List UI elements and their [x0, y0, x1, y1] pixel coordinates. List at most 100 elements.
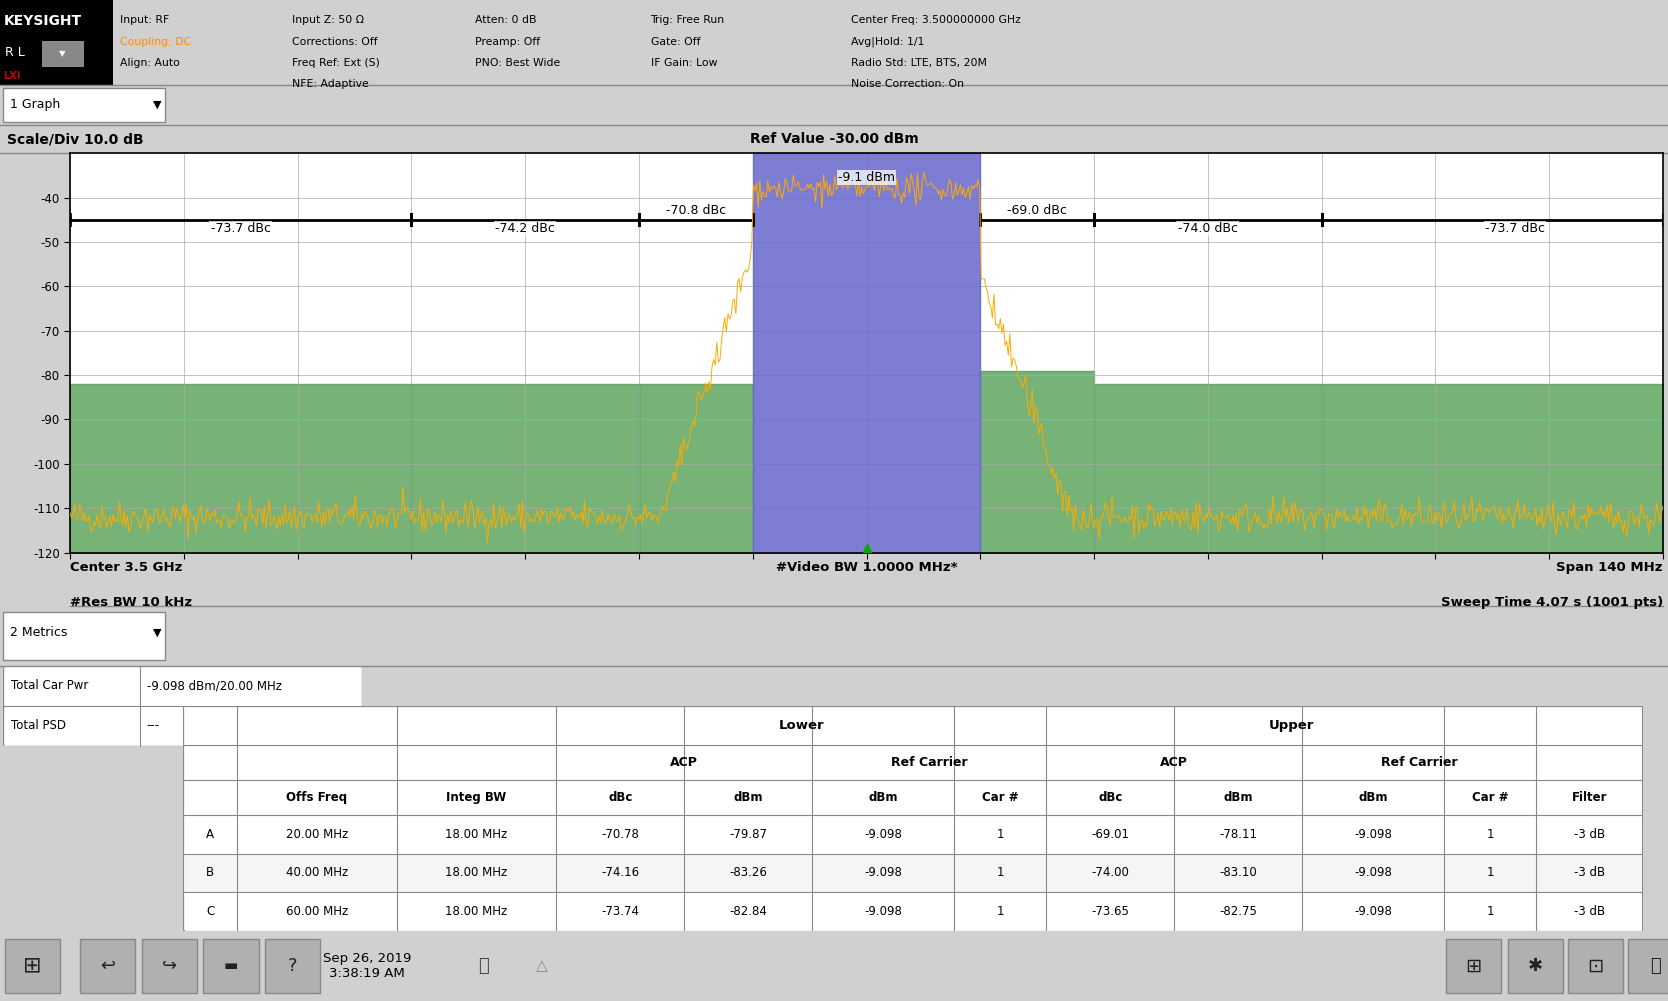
Text: 1: 1 [1486, 867, 1495, 880]
Text: Car #: Car # [1473, 791, 1508, 804]
Text: 18.00 MHz: 18.00 MHz [445, 828, 507, 841]
Text: B: B [207, 867, 214, 880]
Bar [80, 939, 135, 993]
Text: Center Freq: 3.500000000 GHz: Center Freq: 3.500000000 GHz [851, 15, 1021, 25]
Text: 18.00 MHz: 18.00 MHz [445, 905, 507, 918]
Text: NFE: Adaptive: NFE: Adaptive [292, 79, 369, 89]
Text: ⤡: ⤡ [1650, 957, 1661, 975]
Text: Gate: Off: Gate: Off [651, 37, 701, 47]
Text: 1: 1 [996, 867, 1004, 880]
Text: Filter: Filter [1571, 791, 1608, 804]
Text: IF Gain: Low: IF Gain: Low [651, 58, 717, 68]
Text: ?: ? [289, 957, 297, 975]
Text: -9.098 dBm/20.00 MHz: -9.098 dBm/20.00 MHz [147, 680, 282, 692]
Bar [185, 815, 1641, 854]
Text: 2 Metrics: 2 Metrics [10, 627, 67, 639]
Text: ---: --- [147, 720, 160, 732]
Text: -3 dB: -3 dB [1575, 867, 1605, 880]
Text: -9.098: -9.098 [1354, 905, 1393, 918]
Text: dBm: dBm [734, 791, 762, 804]
Text: ⊞: ⊞ [23, 956, 42, 976]
Text: -74.16: -74.16 [600, 867, 639, 880]
Text: Corrections: Off: Corrections: Off [292, 37, 377, 47]
Text: ACP: ACP [1161, 756, 1188, 769]
Bar [203, 939, 259, 993]
Bar [142, 939, 197, 993]
Text: Center 3.5 GHz: Center 3.5 GHz [70, 561, 182, 574]
Text: △: △ [535, 959, 549, 973]
Text: ↪: ↪ [162, 957, 177, 975]
Text: -83.26: -83.26 [729, 867, 767, 880]
Text: dBm: dBm [1358, 791, 1388, 804]
Text: PNO: Best Wide: PNO: Best Wide [475, 58, 560, 68]
Text: Radio Std: LTE, BTS, 20M: Radio Std: LTE, BTS, 20M [851, 58, 987, 68]
Text: 40.00 MHz: 40.00 MHz [285, 867, 347, 880]
Text: -3 dB: -3 dB [1575, 905, 1605, 918]
Bar [1446, 939, 1501, 993]
Text: Preamp: Off: Preamp: Off [475, 37, 540, 47]
Text: LXI: LXI [3, 71, 20, 81]
Text: Sweep Time 4.07 s (1001 pts): Sweep Time 4.07 s (1001 pts) [1441, 596, 1663, 609]
Text: Lower: Lower [779, 719, 824, 732]
Text: #Res BW 10 kHz: #Res BW 10 kHz [70, 596, 192, 609]
Text: 1: 1 [1486, 905, 1495, 918]
Text: -74.2 dBc: -74.2 dBc [495, 222, 555, 235]
Text: Ref Carrier: Ref Carrier [1381, 756, 1458, 769]
Text: -9.098: -9.098 [1354, 867, 1393, 880]
Bar [1508, 939, 1563, 993]
Text: dBm: dBm [869, 791, 897, 804]
Text: -69.01: -69.01 [1091, 828, 1129, 841]
Text: ⊡: ⊡ [1588, 957, 1603, 975]
Text: Car #: Car # [982, 791, 1019, 804]
Bar [3, 88, 165, 122]
Text: Avg|Hold: 1/1: Avg|Hold: 1/1 [851, 37, 924, 47]
Text: KEYSIGHT: KEYSIGHT [3, 14, 82, 28]
Text: -70.8 dBc: -70.8 dBc [666, 204, 726, 217]
Text: -9.098: -9.098 [1354, 828, 1393, 841]
Text: -9.098: -9.098 [864, 828, 902, 841]
Text: Upper: Upper [1269, 719, 1314, 732]
Text: -82.84: -82.84 [729, 905, 767, 918]
Text: -69.0 dBc: -69.0 dBc [1007, 204, 1068, 217]
Bar [1628, 939, 1668, 993]
Text: -74.00: -74.00 [1091, 867, 1129, 880]
Text: ▬: ▬ [224, 959, 239, 973]
Text: Ref Carrier: Ref Carrier [891, 756, 967, 769]
Text: Trig: Free Run: Trig: Free Run [651, 15, 724, 25]
Text: Noise Correction: On: Noise Correction: On [851, 79, 964, 89]
Text: ACP: ACP [671, 756, 699, 769]
Text: -9.1 dBm: -9.1 dBm [837, 171, 896, 184]
Bar [5, 939, 60, 993]
Text: Atten: 0 dB: Atten: 0 dB [475, 15, 537, 25]
Text: 18.00 MHz: 18.00 MHz [445, 867, 507, 880]
Text: ▼: ▼ [153, 628, 162, 638]
Text: -9.098: -9.098 [864, 867, 902, 880]
Text: 1: 1 [1486, 828, 1495, 841]
Text: ↩: ↩ [100, 957, 115, 975]
Text: 💬: 💬 [479, 957, 489, 975]
Text: ✱: ✱ [1528, 957, 1543, 975]
Text: -78.11: -78.11 [1219, 828, 1258, 841]
Text: -73.65: -73.65 [1091, 905, 1129, 918]
Text: Offs Freq: Offs Freq [287, 791, 347, 804]
Text: 20.00 MHz: 20.00 MHz [285, 828, 347, 841]
Text: Align: Auto: Align: Auto [120, 58, 180, 68]
Text: Coupling: DC: Coupling: DC [120, 37, 192, 47]
Text: -82.75: -82.75 [1219, 905, 1258, 918]
Text: Sep 26, 2019
3:38:19 AM: Sep 26, 2019 3:38:19 AM [324, 952, 410, 980]
Text: dBc: dBc [609, 791, 632, 804]
Text: Total Car Pwr: Total Car Pwr [10, 680, 88, 692]
Text: -3 dB: -3 dB [1575, 828, 1605, 841]
Text: 1: 1 [996, 905, 1004, 918]
Text: ▼: ▼ [60, 49, 65, 58]
Bar [42, 41, 83, 66]
Text: Input Z: 50 Ω: Input Z: 50 Ω [292, 15, 364, 25]
Bar [185, 854, 1641, 892]
Text: C: C [205, 905, 214, 918]
Text: dBm: dBm [1223, 791, 1253, 804]
Text: Scale/Div 10.0 dB: Scale/Div 10.0 dB [7, 132, 143, 146]
Text: -74.0 dBc: -74.0 dBc [1178, 222, 1238, 235]
Text: 1: 1 [996, 828, 1004, 841]
Text: -79.87: -79.87 [729, 828, 767, 841]
Text: Freq Ref: Ext (S): Freq Ref: Ext (S) [292, 58, 380, 68]
